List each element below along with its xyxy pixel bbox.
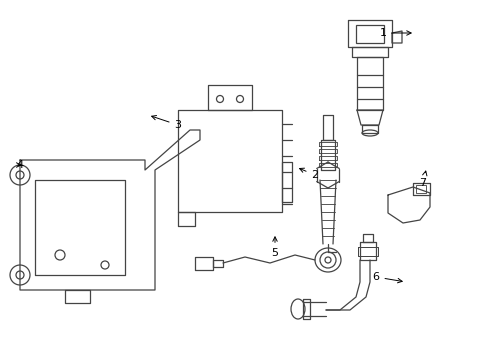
Polygon shape <box>282 162 291 202</box>
Ellipse shape <box>10 165 30 185</box>
Text: 7: 7 <box>419 171 426 188</box>
Polygon shape <box>320 140 334 170</box>
Polygon shape <box>347 20 391 47</box>
Text: 2: 2 <box>299 168 318 180</box>
Ellipse shape <box>10 265 30 285</box>
Polygon shape <box>391 31 401 43</box>
Polygon shape <box>318 156 336 160</box>
Polygon shape <box>195 257 213 270</box>
Polygon shape <box>318 163 336 167</box>
Polygon shape <box>323 115 332 140</box>
Polygon shape <box>213 260 223 267</box>
Polygon shape <box>207 85 251 110</box>
Polygon shape <box>318 142 336 146</box>
Text: 4: 4 <box>17 160 23 170</box>
Polygon shape <box>387 187 429 223</box>
Polygon shape <box>412 183 429 195</box>
Polygon shape <box>356 57 382 110</box>
Polygon shape <box>178 212 195 226</box>
Bar <box>415 185 425 193</box>
Ellipse shape <box>216 95 223 103</box>
Bar <box>355 25 383 43</box>
Text: 5: 5 <box>271 237 278 258</box>
Polygon shape <box>357 247 377 256</box>
Polygon shape <box>65 290 90 303</box>
Polygon shape <box>35 180 125 275</box>
Polygon shape <box>178 110 282 212</box>
Ellipse shape <box>314 248 340 272</box>
Text: 6: 6 <box>372 272 401 283</box>
Ellipse shape <box>236 95 243 103</box>
Polygon shape <box>356 110 382 125</box>
Ellipse shape <box>290 299 305 319</box>
Ellipse shape <box>16 271 24 279</box>
Ellipse shape <box>319 252 335 268</box>
Polygon shape <box>20 130 200 290</box>
Polygon shape <box>351 47 387 57</box>
Polygon shape <box>359 242 375 260</box>
Polygon shape <box>361 125 377 133</box>
Ellipse shape <box>101 261 109 269</box>
Ellipse shape <box>325 257 330 263</box>
Polygon shape <box>362 234 372 242</box>
Ellipse shape <box>361 130 377 136</box>
Text: 1: 1 <box>379 28 410 38</box>
Polygon shape <box>318 149 336 153</box>
Polygon shape <box>303 299 309 319</box>
Ellipse shape <box>55 250 65 260</box>
Text: 3: 3 <box>151 116 181 130</box>
Ellipse shape <box>16 171 24 179</box>
